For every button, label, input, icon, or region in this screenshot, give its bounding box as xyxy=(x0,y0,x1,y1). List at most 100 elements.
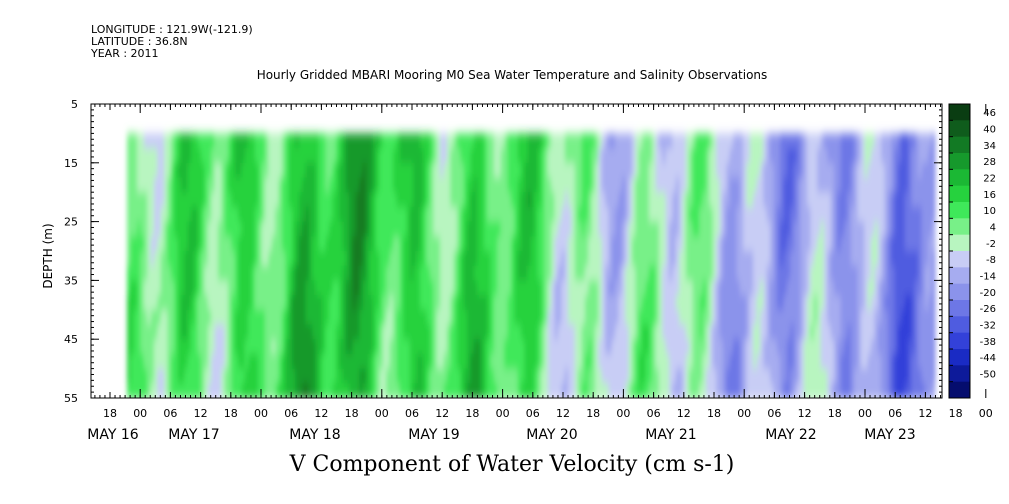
heatmap-cell xyxy=(628,295,633,311)
heatmap-cell xyxy=(759,265,764,281)
heatmap-cell xyxy=(228,324,232,340)
heatmap-cell xyxy=(783,368,788,384)
heatmap-cell xyxy=(345,368,350,384)
heatmap-cell xyxy=(568,162,572,179)
heatmap-cell xyxy=(524,339,529,355)
heatmap-cell xyxy=(807,192,812,208)
heatmap-cell xyxy=(177,148,182,164)
heatmap-cell xyxy=(298,368,303,384)
heatmap-cell xyxy=(174,221,179,237)
heatmap-cell xyxy=(261,265,266,281)
heatmap-cell xyxy=(335,148,340,164)
heatmap-cell xyxy=(359,192,364,208)
heatmap-cell xyxy=(561,192,566,208)
heatmap-cell xyxy=(669,251,673,267)
heatmap-cell xyxy=(584,353,589,370)
heatmap-cell xyxy=(729,324,734,340)
heatmap-cell xyxy=(827,339,832,355)
heatmap-cell xyxy=(588,353,593,370)
heatmap-cell xyxy=(854,383,859,398)
heatmap-cell xyxy=(908,251,913,267)
heatmap-cell xyxy=(379,206,384,223)
heatmap-cell xyxy=(244,295,249,311)
heatmap-cell xyxy=(214,353,219,370)
heatmap-cell xyxy=(770,339,774,355)
heatmap-cell xyxy=(362,353,367,370)
heatmap-cell xyxy=(214,162,219,179)
heatmap-cell xyxy=(207,309,212,326)
heatmap-cell xyxy=(736,162,741,179)
heatmap-cell xyxy=(517,236,522,252)
heatmap-cell xyxy=(749,295,754,311)
heatmap-cell xyxy=(345,162,350,179)
heatmap-cell xyxy=(857,383,862,398)
heatmap-cell xyxy=(214,324,219,340)
heatmap-cell xyxy=(234,148,239,164)
heatmap-cell xyxy=(635,280,640,296)
heatmap-cell xyxy=(140,221,145,237)
heatmap-cell xyxy=(857,236,862,252)
heatmap-cell xyxy=(581,309,586,326)
heatmap-cell xyxy=(692,206,697,223)
heatmap-cell xyxy=(190,324,195,340)
heatmap-cell xyxy=(840,148,845,164)
heatmap-cell xyxy=(601,309,606,326)
heatmap-cell xyxy=(554,309,559,326)
heatmap-cell xyxy=(329,148,333,164)
heatmap-cell xyxy=(591,133,596,149)
heatmap-cell xyxy=(473,265,478,281)
heatmap-cell xyxy=(682,192,687,208)
heatmap-cell xyxy=(632,236,636,252)
heatmap-cell xyxy=(493,206,498,223)
heatmap-cell xyxy=(379,295,384,311)
heatmap-cell xyxy=(278,251,283,267)
heatmap-cell xyxy=(477,353,482,370)
heatmap-cell xyxy=(581,383,586,398)
heatmap-cell xyxy=(261,368,266,384)
heatmap-cell xyxy=(615,192,620,208)
heatmap-cell xyxy=(706,177,711,193)
heatmap-cell xyxy=(770,295,774,311)
heatmap-cell xyxy=(473,383,478,398)
heatmap-cell xyxy=(456,339,461,355)
heatmap-cell xyxy=(578,324,583,340)
heatmap-cell xyxy=(406,265,411,281)
heatmap-cell xyxy=(265,265,269,281)
heatmap-cell xyxy=(497,177,502,193)
heatmap-cell xyxy=(817,383,822,398)
heatmap-cell xyxy=(500,236,505,252)
heatmap-cell xyxy=(645,339,650,355)
heatmap-cell xyxy=(399,177,404,193)
heatmap-cell xyxy=(271,280,276,296)
heatmap-cell xyxy=(258,280,263,296)
heatmap-cell xyxy=(921,339,926,355)
heatmap-cell xyxy=(897,192,902,208)
heatmap-cell xyxy=(308,251,313,267)
heatmap-cell xyxy=(642,162,647,179)
heatmap-cell xyxy=(719,148,724,164)
heatmap-cell xyxy=(834,280,838,296)
heatmap-cell xyxy=(440,265,445,281)
heatmap-cell xyxy=(423,206,428,223)
heatmap-cell xyxy=(894,383,899,398)
heatmap-cell xyxy=(729,265,734,281)
heatmap-cell xyxy=(315,339,320,355)
heatmap-cell xyxy=(574,295,579,311)
heatmap-cell xyxy=(537,221,542,237)
heatmap-cell xyxy=(221,280,226,296)
heatmap-cell xyxy=(487,192,492,208)
heatmap-cell xyxy=(786,309,791,326)
heatmap-cell xyxy=(329,206,333,223)
heatmap-cell xyxy=(645,236,650,252)
heatmap-cell xyxy=(231,309,236,326)
heatmap-cell xyxy=(157,206,162,223)
heatmap-cell xyxy=(258,324,263,340)
heatmap-cell xyxy=(918,177,923,193)
heatmap-cell xyxy=(164,324,168,340)
heatmap-cell xyxy=(648,295,653,311)
heatmap-cell xyxy=(127,280,131,296)
heatmap-cell xyxy=(830,309,835,326)
heatmap-cell xyxy=(854,162,859,179)
heatmap-cell xyxy=(820,265,825,281)
heatmap-cell xyxy=(860,295,865,311)
